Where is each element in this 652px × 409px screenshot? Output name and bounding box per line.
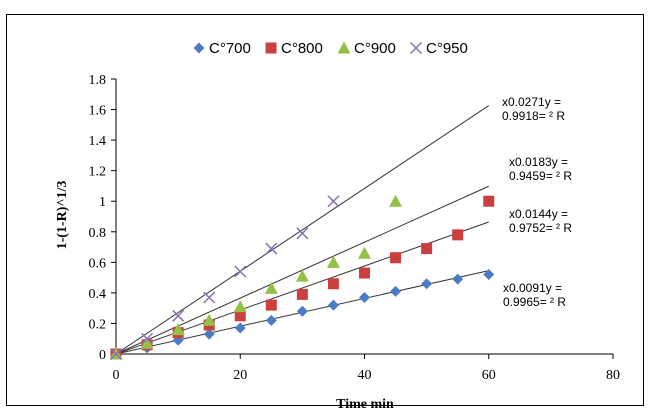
data-point	[265, 299, 277, 311]
x-tick-label: 0	[113, 368, 120, 383]
legend: C°700 C°800 C°900 C°950	[193, 40, 468, 57]
data-point	[327, 299, 339, 311]
trendline-equation: x0.0091y =	[503, 281, 562, 295]
legend-marker	[409, 41, 423, 55]
trendline-equation: 0.9918= ² R	[502, 109, 565, 123]
trendline-equation: 0.9752= ² R	[509, 221, 572, 235]
data-point	[234, 322, 246, 334]
data-point	[171, 323, 185, 336]
trendline-equation: x0.0271y =	[502, 95, 561, 109]
data-point	[483, 195, 495, 207]
data-point	[296, 227, 309, 240]
data-point	[203, 291, 216, 304]
trendline-equation: x0.0183y =	[509, 155, 568, 169]
data-point	[264, 281, 278, 294]
y-tick-label: 0.6	[89, 256, 107, 271]
data-point	[203, 328, 215, 340]
y-tick-label: 1.8	[89, 73, 107, 88]
legend-marker	[337, 41, 351, 54]
data-point	[265, 242, 278, 255]
y-tick-label: 0.8	[89, 226, 107, 241]
data-point	[109, 347, 123, 361]
data-point	[172, 309, 185, 322]
legend-marker	[265, 42, 277, 54]
data-point	[389, 194, 403, 207]
data-point	[390, 252, 402, 264]
legend-label: C°800	[281, 40, 323, 57]
data-point	[140, 336, 154, 349]
y-tick-label: 1.6	[89, 104, 107, 119]
trendline-3	[115, 105, 490, 355]
x-tick-label: 80	[606, 368, 620, 383]
data-point	[421, 278, 433, 290]
trendline-equation: x0.0144y =	[509, 207, 568, 221]
data-point	[296, 305, 308, 317]
data-point	[326, 255, 340, 268]
data-point	[359, 291, 370, 303]
data-point	[421, 243, 433, 255]
y-tick-label: 0	[99, 348, 106, 363]
data-point	[359, 267, 370, 279]
data-point	[327, 278, 339, 290]
data-point	[202, 313, 216, 326]
data-point	[265, 314, 277, 326]
x-tick-label: 20	[233, 368, 247, 383]
data-point	[233, 300, 247, 313]
y-tick-label: 0.2	[89, 317, 107, 332]
data-point	[234, 265, 247, 278]
legend-label: C°700	[209, 40, 251, 57]
data-point	[483, 269, 495, 281]
data-point	[390, 285, 402, 297]
trendline-1	[115, 221, 489, 355]
y-axis-title: 1-(1-R)^1/3	[55, 181, 70, 250]
y-tick-label: 1	[99, 195, 106, 210]
data-point	[295, 269, 309, 282]
data-point	[358, 246, 371, 259]
data-point	[296, 288, 308, 300]
x-tick-label: 60	[482, 368, 496, 383]
legend-label: C°900	[354, 40, 396, 57]
data-point	[452, 229, 464, 241]
y-tick-label: 1.2	[89, 165, 107, 180]
y-tick-label: 0.4	[89, 287, 107, 302]
trendline-equation: 0.9965= ² R	[503, 295, 566, 309]
x-tick-label: 40	[358, 368, 372, 383]
y-tick-label: 1.4	[89, 134, 107, 149]
data-point	[141, 332, 154, 345]
data-point	[234, 310, 246, 322]
data-point	[452, 273, 464, 285]
plot-area: 0 0.2 0.4 0.6 0.8 1 1.2 1.4 1.6 1.8 0 20 40 60 80 x0.00…	[89, 73, 621, 383]
trendline-equation: 0.9459= ² R	[509, 169, 572, 183]
legend-marker	[193, 42, 205, 54]
x-axis-title: Time min	[336, 397, 394, 409]
legend-label: C°950	[426, 40, 468, 57]
data-point	[327, 195, 340, 208]
